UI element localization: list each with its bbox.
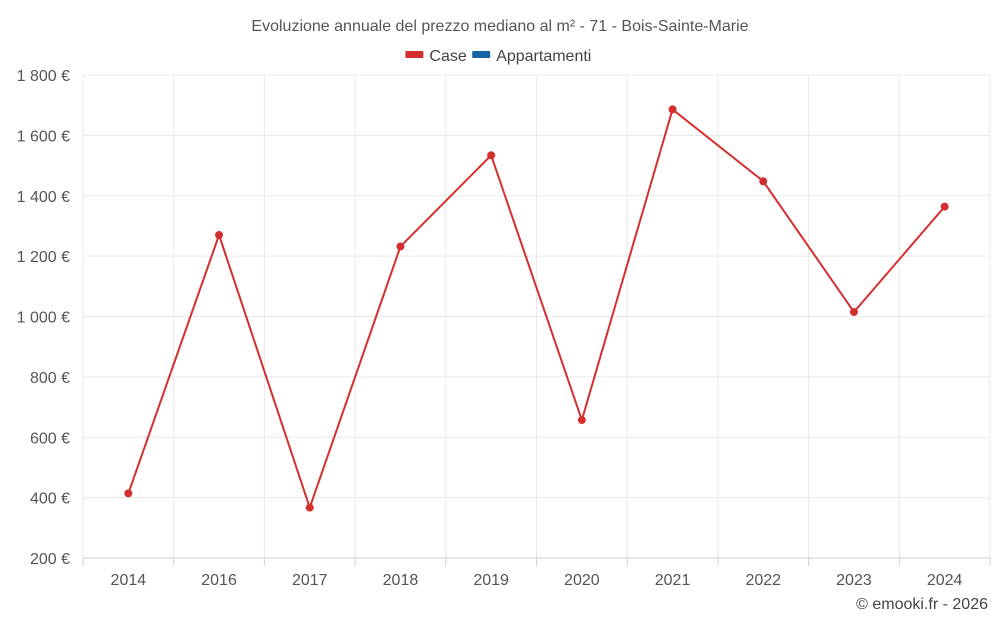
x-tick-label: 2020	[564, 572, 600, 589]
series-layer	[124, 105, 949, 512]
x-tick-label: 2023	[836, 572, 872, 589]
legend-swatch	[405, 51, 424, 58]
x-tick-label: 2022	[745, 572, 781, 589]
data-point[interactable]	[759, 177, 768, 186]
y-tick-label: 1 800 €	[17, 68, 70, 85]
chart-title: Evoluzione annuale del prezzo mediano al…	[251, 18, 748, 35]
y-tick-label: 1 200 €	[17, 249, 70, 266]
data-point[interactable]	[849, 307, 858, 316]
x-tick-label: 2018	[383, 572, 419, 589]
legend-swatch	[472, 51, 491, 58]
data-point[interactable]	[577, 416, 586, 425]
x-tick-label: 2014	[111, 572, 147, 589]
y-tick-label: 1 000 €	[17, 310, 70, 327]
data-point[interactable]	[396, 242, 405, 251]
legend-item-case[interactable]: Case	[405, 48, 467, 65]
y-tick-label: 1 600 €	[17, 128, 70, 145]
y-tick-label: 800 €	[30, 370, 70, 387]
x-tick-label: 2024	[927, 572, 963, 589]
legend: Case Appartamenti	[405, 48, 591, 65]
x-tick-label: 2019	[473, 572, 509, 589]
legend-label: Appartamenti	[496, 48, 591, 65]
credit: © emooki.fr - 2026	[856, 596, 988, 613]
x-tick-label: 2016	[201, 572, 237, 589]
x-tick-label: 2021	[655, 572, 691, 589]
y-tick-label: 600 €	[30, 430, 70, 447]
data-point[interactable]	[487, 151, 496, 160]
data-point[interactable]	[305, 503, 314, 512]
data-point[interactable]	[215, 230, 224, 239]
data-point[interactable]	[124, 489, 133, 498]
axes: 200 € 400 € 600 € 800 € 1 000 € 1 200 € 1 400 …	[17, 68, 991, 589]
grid	[82, 74, 991, 558]
x-tick-label: 2017	[292, 572, 328, 589]
series-line-case	[127, 108, 946, 509]
y-tick-label: 200 €	[30, 551, 70, 568]
legend-label: Case	[429, 48, 466, 65]
data-point[interactable]	[668, 105, 677, 114]
data-point[interactable]	[940, 202, 949, 211]
y-tick-label: 400 €	[30, 491, 70, 508]
legend-item-appartamenti[interactable]: Appartamenti	[472, 48, 591, 65]
y-tick-label: 1 400 €	[17, 189, 70, 206]
